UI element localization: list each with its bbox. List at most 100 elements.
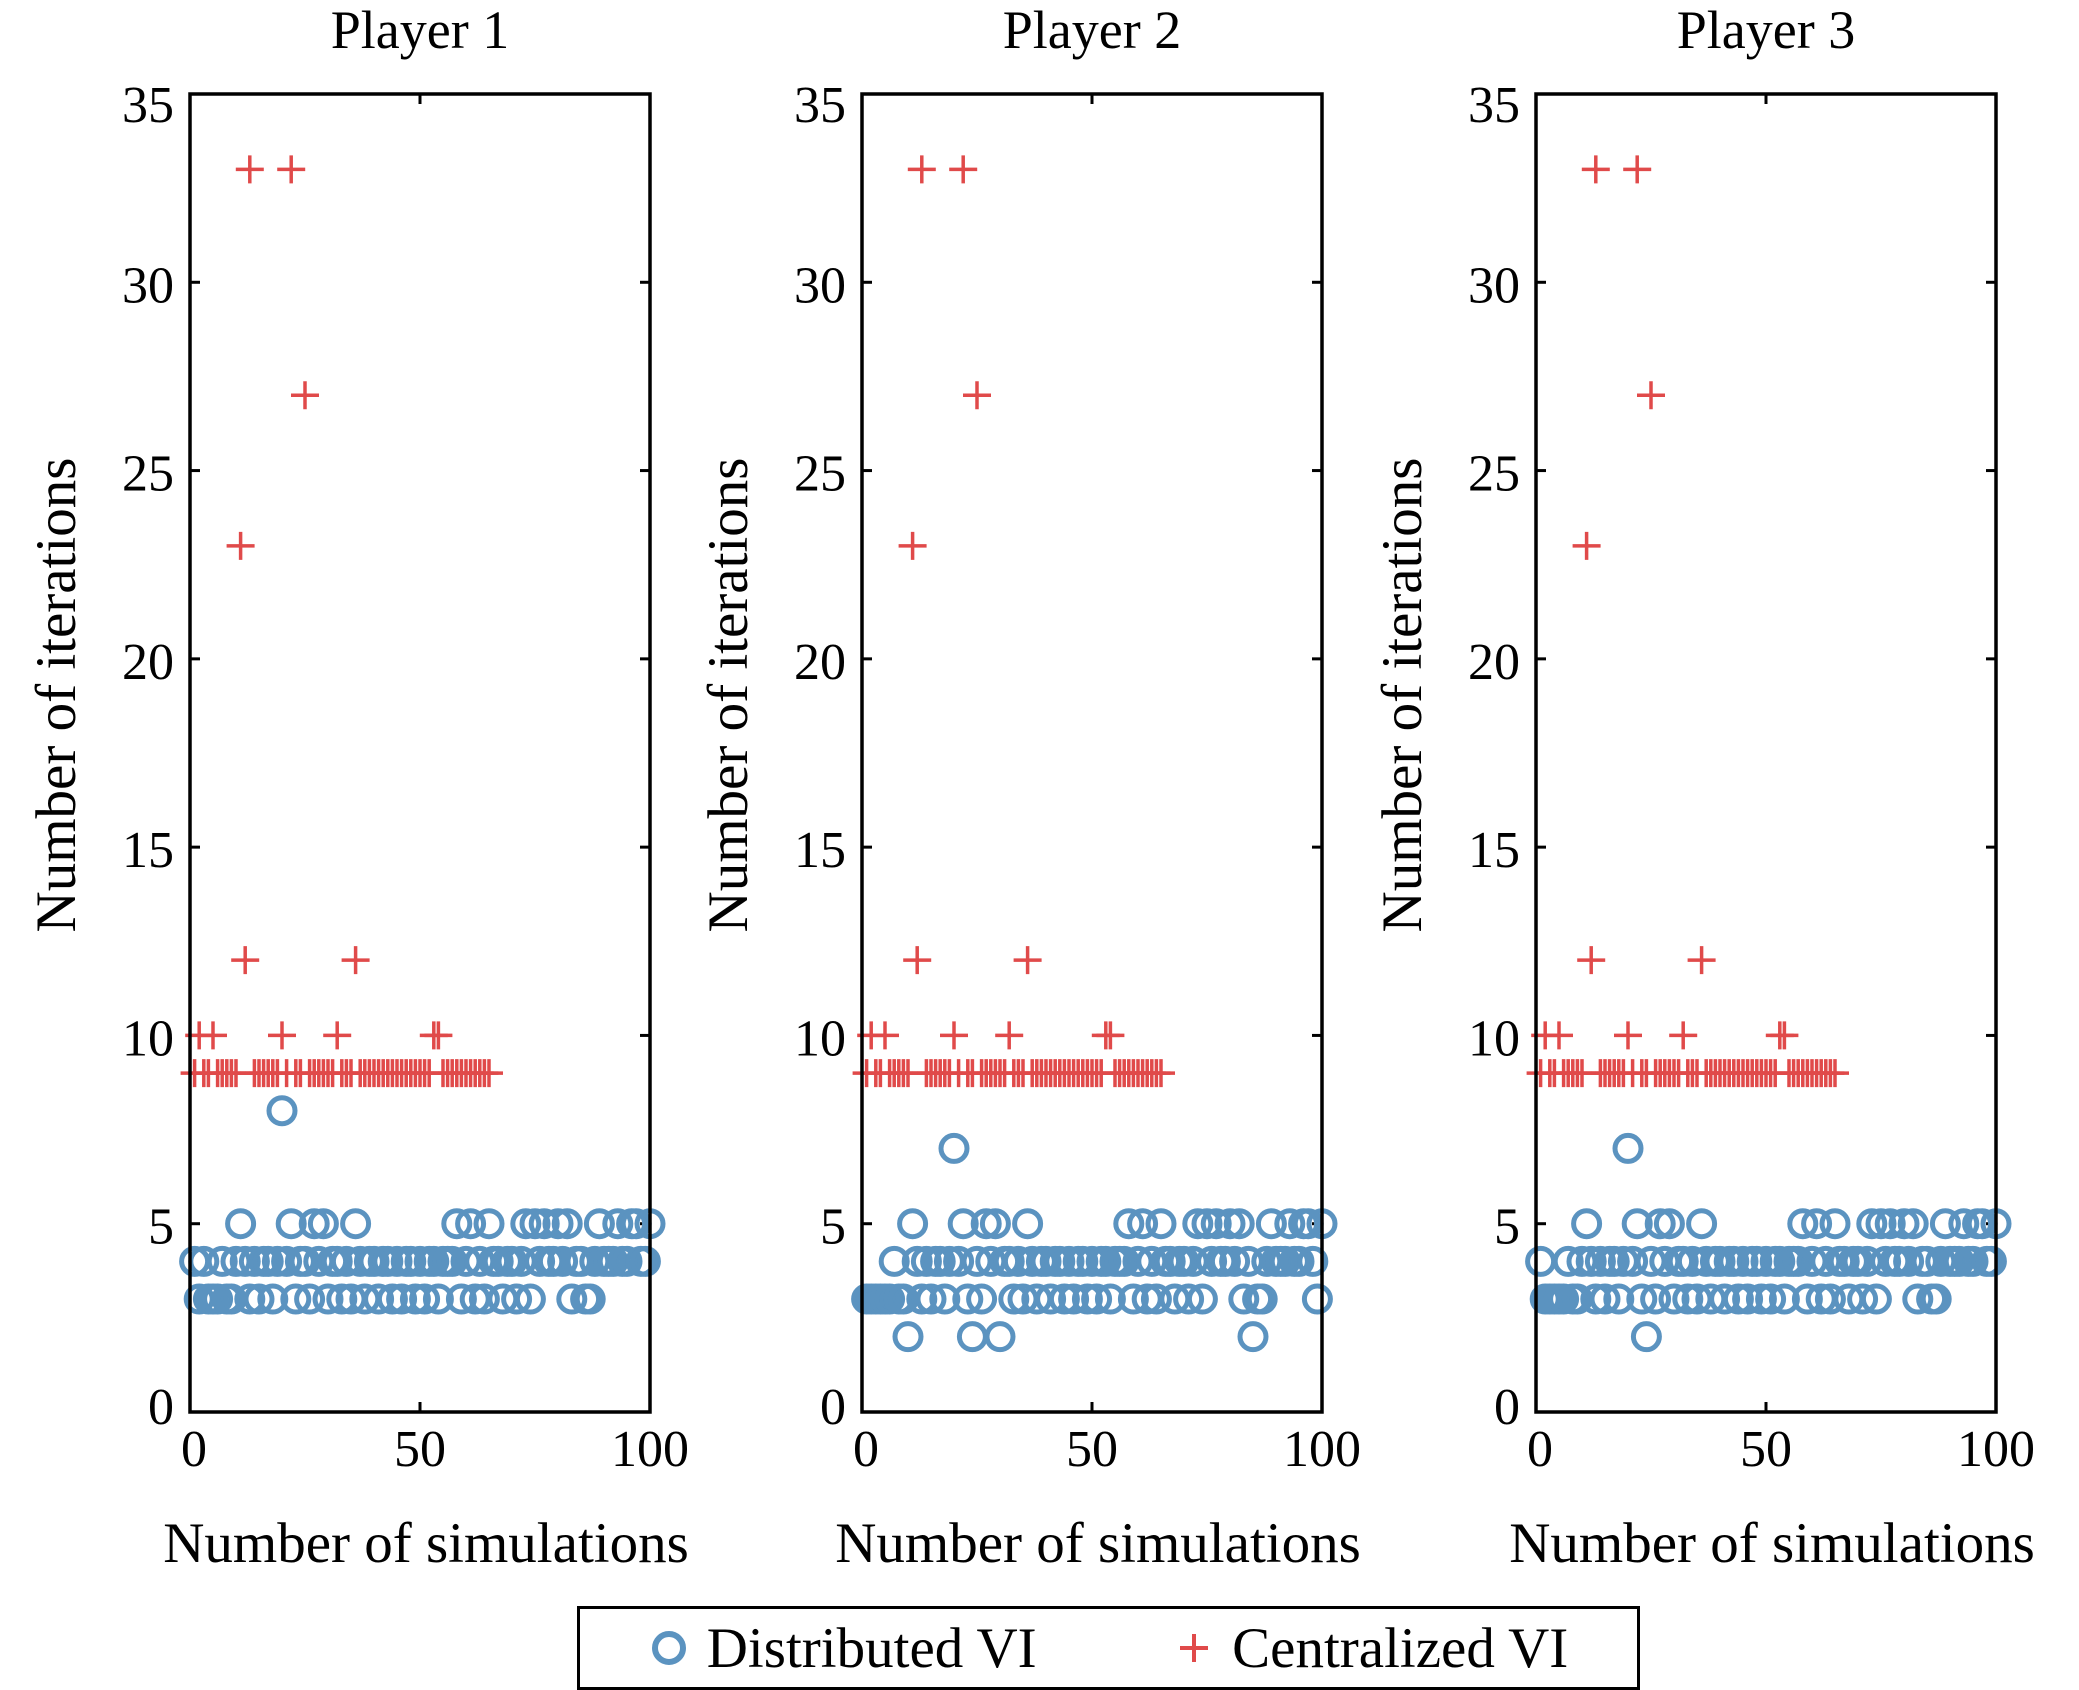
data-point-circle <box>482 1245 514 1277</box>
data-point-circle <box>952 1283 984 1315</box>
y-tick-label: 15 <box>794 822 846 879</box>
data-point-circle <box>556 1283 588 1315</box>
x-tick-label: 0 <box>1527 1421 1553 1478</box>
y-tick-label: 5 <box>148 1199 174 1256</box>
data-point-circle <box>943 1245 975 1277</box>
data-point-plus <box>871 1021 899 1050</box>
data-point-circle <box>1030 1245 1062 1277</box>
x-tick-label: 50 <box>1740 1421 1792 1478</box>
y-tick-label: 30 <box>794 257 846 314</box>
data-point-circle <box>1732 1283 1764 1315</box>
data-point-circle <box>1814 1283 1846 1315</box>
data-point-circle <box>1081 1283 1113 1315</box>
data-point-circle <box>1058 1283 1090 1315</box>
y-axis-label: Number of iterations <box>25 458 88 933</box>
y-tick-label: 30 <box>1468 257 1520 314</box>
data-point-circle <box>307 1208 339 1240</box>
data-point-circle <box>1090 1245 1122 1277</box>
data-point-circle <box>1847 1283 1879 1315</box>
data-point-circle <box>1630 1321 1662 1353</box>
data-point-plus <box>1623 155 1652 184</box>
data-point-circle <box>910 1245 942 1277</box>
y-tick-label: 5 <box>1494 1199 1520 1256</box>
legend-item-centralized: Centralized VI <box>1174 1616 1568 1681</box>
data-point-circle <box>611 1245 643 1277</box>
y-tick-label: 20 <box>794 634 846 691</box>
data-point-circle <box>1301 1283 1333 1315</box>
data-point-circle <box>906 1283 938 1315</box>
data-point-plus <box>1581 155 1610 184</box>
panel-title: Player 1 <box>331 0 509 60</box>
data-point-circle <box>422 1283 454 1315</box>
data-point-circle <box>524 1245 556 1277</box>
data-point-circle <box>1704 1245 1736 1277</box>
data-point-circle <box>1186 1283 1218 1315</box>
data-point-plus <box>1637 381 1665 410</box>
data-point-circle <box>358 1245 390 1277</box>
x-tick-label: 0 <box>181 1421 207 1478</box>
data-point-circle <box>1741 1245 1773 1277</box>
data-point-plus <box>1687 946 1716 975</box>
data-point-circle <box>1718 1245 1750 1277</box>
data-point-circle <box>1791 1283 1823 1315</box>
data-point-circle <box>280 1283 312 1315</box>
y-tick-label: 0 <box>820 1379 846 1436</box>
data-point-circle <box>1787 1208 1819 1240</box>
data-point-circle <box>409 1283 441 1315</box>
data-point-circle <box>275 1208 307 1240</box>
data-point-circle <box>234 1283 266 1315</box>
y-tick-label: 35 <box>1468 77 1520 134</box>
data-point-circle <box>1525 1245 1557 1277</box>
data-point-circle <box>399 1283 431 1315</box>
data-point-circle <box>294 1283 326 1315</box>
data-point-circle <box>1274 1208 1306 1240</box>
data-point-circle <box>938 1132 970 1164</box>
chart-panel-1: 0 5 10 15 20 25 30 35 0 50 100 Player 1 Number of si… <box>25 0 689 1575</box>
y-tick-label: 10 <box>794 1010 846 1067</box>
data-point-plus <box>1614 1021 1642 1050</box>
data-point-circle <box>312 1283 344 1315</box>
y-tick-label: 20 <box>1468 634 1520 691</box>
data-point-circle <box>1640 1283 1672 1315</box>
data-point-circle <box>1686 1208 1718 1240</box>
data-point-circle <box>1048 1283 1080 1315</box>
data-point-plus <box>424 1021 453 1050</box>
data-point-circle <box>501 1283 533 1315</box>
data-point-circle <box>1902 1283 1934 1315</box>
data-point-circle <box>1044 1245 1076 1277</box>
data-point-plus <box>1770 1021 1799 1050</box>
y-axis-label: Number of iterations <box>1371 458 1434 933</box>
y-tick-label: 10 <box>1468 1010 1520 1067</box>
y-tick-label: 35 <box>122 77 174 134</box>
data-point-circle <box>1575 1245 1607 1277</box>
data-point-circle <box>229 1245 261 1277</box>
data-point-circle <box>1154 1245 1186 1277</box>
data-point-circle <box>1200 1208 1232 1240</box>
data-point-circle <box>1755 1283 1787 1315</box>
data-point-circle <box>924 1245 956 1277</box>
data-point-circle <box>979 1208 1011 1240</box>
data-point-plus <box>1096 1021 1125 1050</box>
data-point-plus <box>235 155 264 184</box>
data-point-circle <box>445 1283 477 1315</box>
data-point-circle <box>915 1283 947 1315</box>
data-point-circle <box>993 1245 1025 1277</box>
data-point-circle <box>1920 1283 1952 1315</box>
data-point-circle <box>1603 1283 1635 1315</box>
data-point-circle <box>441 1208 473 1240</box>
data-point-circle <box>1667 1245 1699 1277</box>
data-point-plus <box>1669 1021 1698 1050</box>
legend-circle-marker-icon <box>651 1631 686 1665</box>
data-point-circle <box>1948 1208 1980 1240</box>
data-point-circle <box>386 1283 418 1315</box>
y-tick-label: 5 <box>820 1199 846 1256</box>
data-point-circle <box>1874 1208 1906 1240</box>
data-point-circle <box>1870 1245 1902 1277</box>
data-point-circle <box>1552 1245 1584 1277</box>
data-point-circle <box>629 1245 661 1277</box>
data-point-circle <box>1571 1208 1603 1240</box>
data-point-circle <box>1145 1208 1177 1240</box>
data-point-plus <box>199 1021 227 1050</box>
data-point-circle <box>1246 1283 1278 1315</box>
data-point-circle <box>947 1208 979 1240</box>
